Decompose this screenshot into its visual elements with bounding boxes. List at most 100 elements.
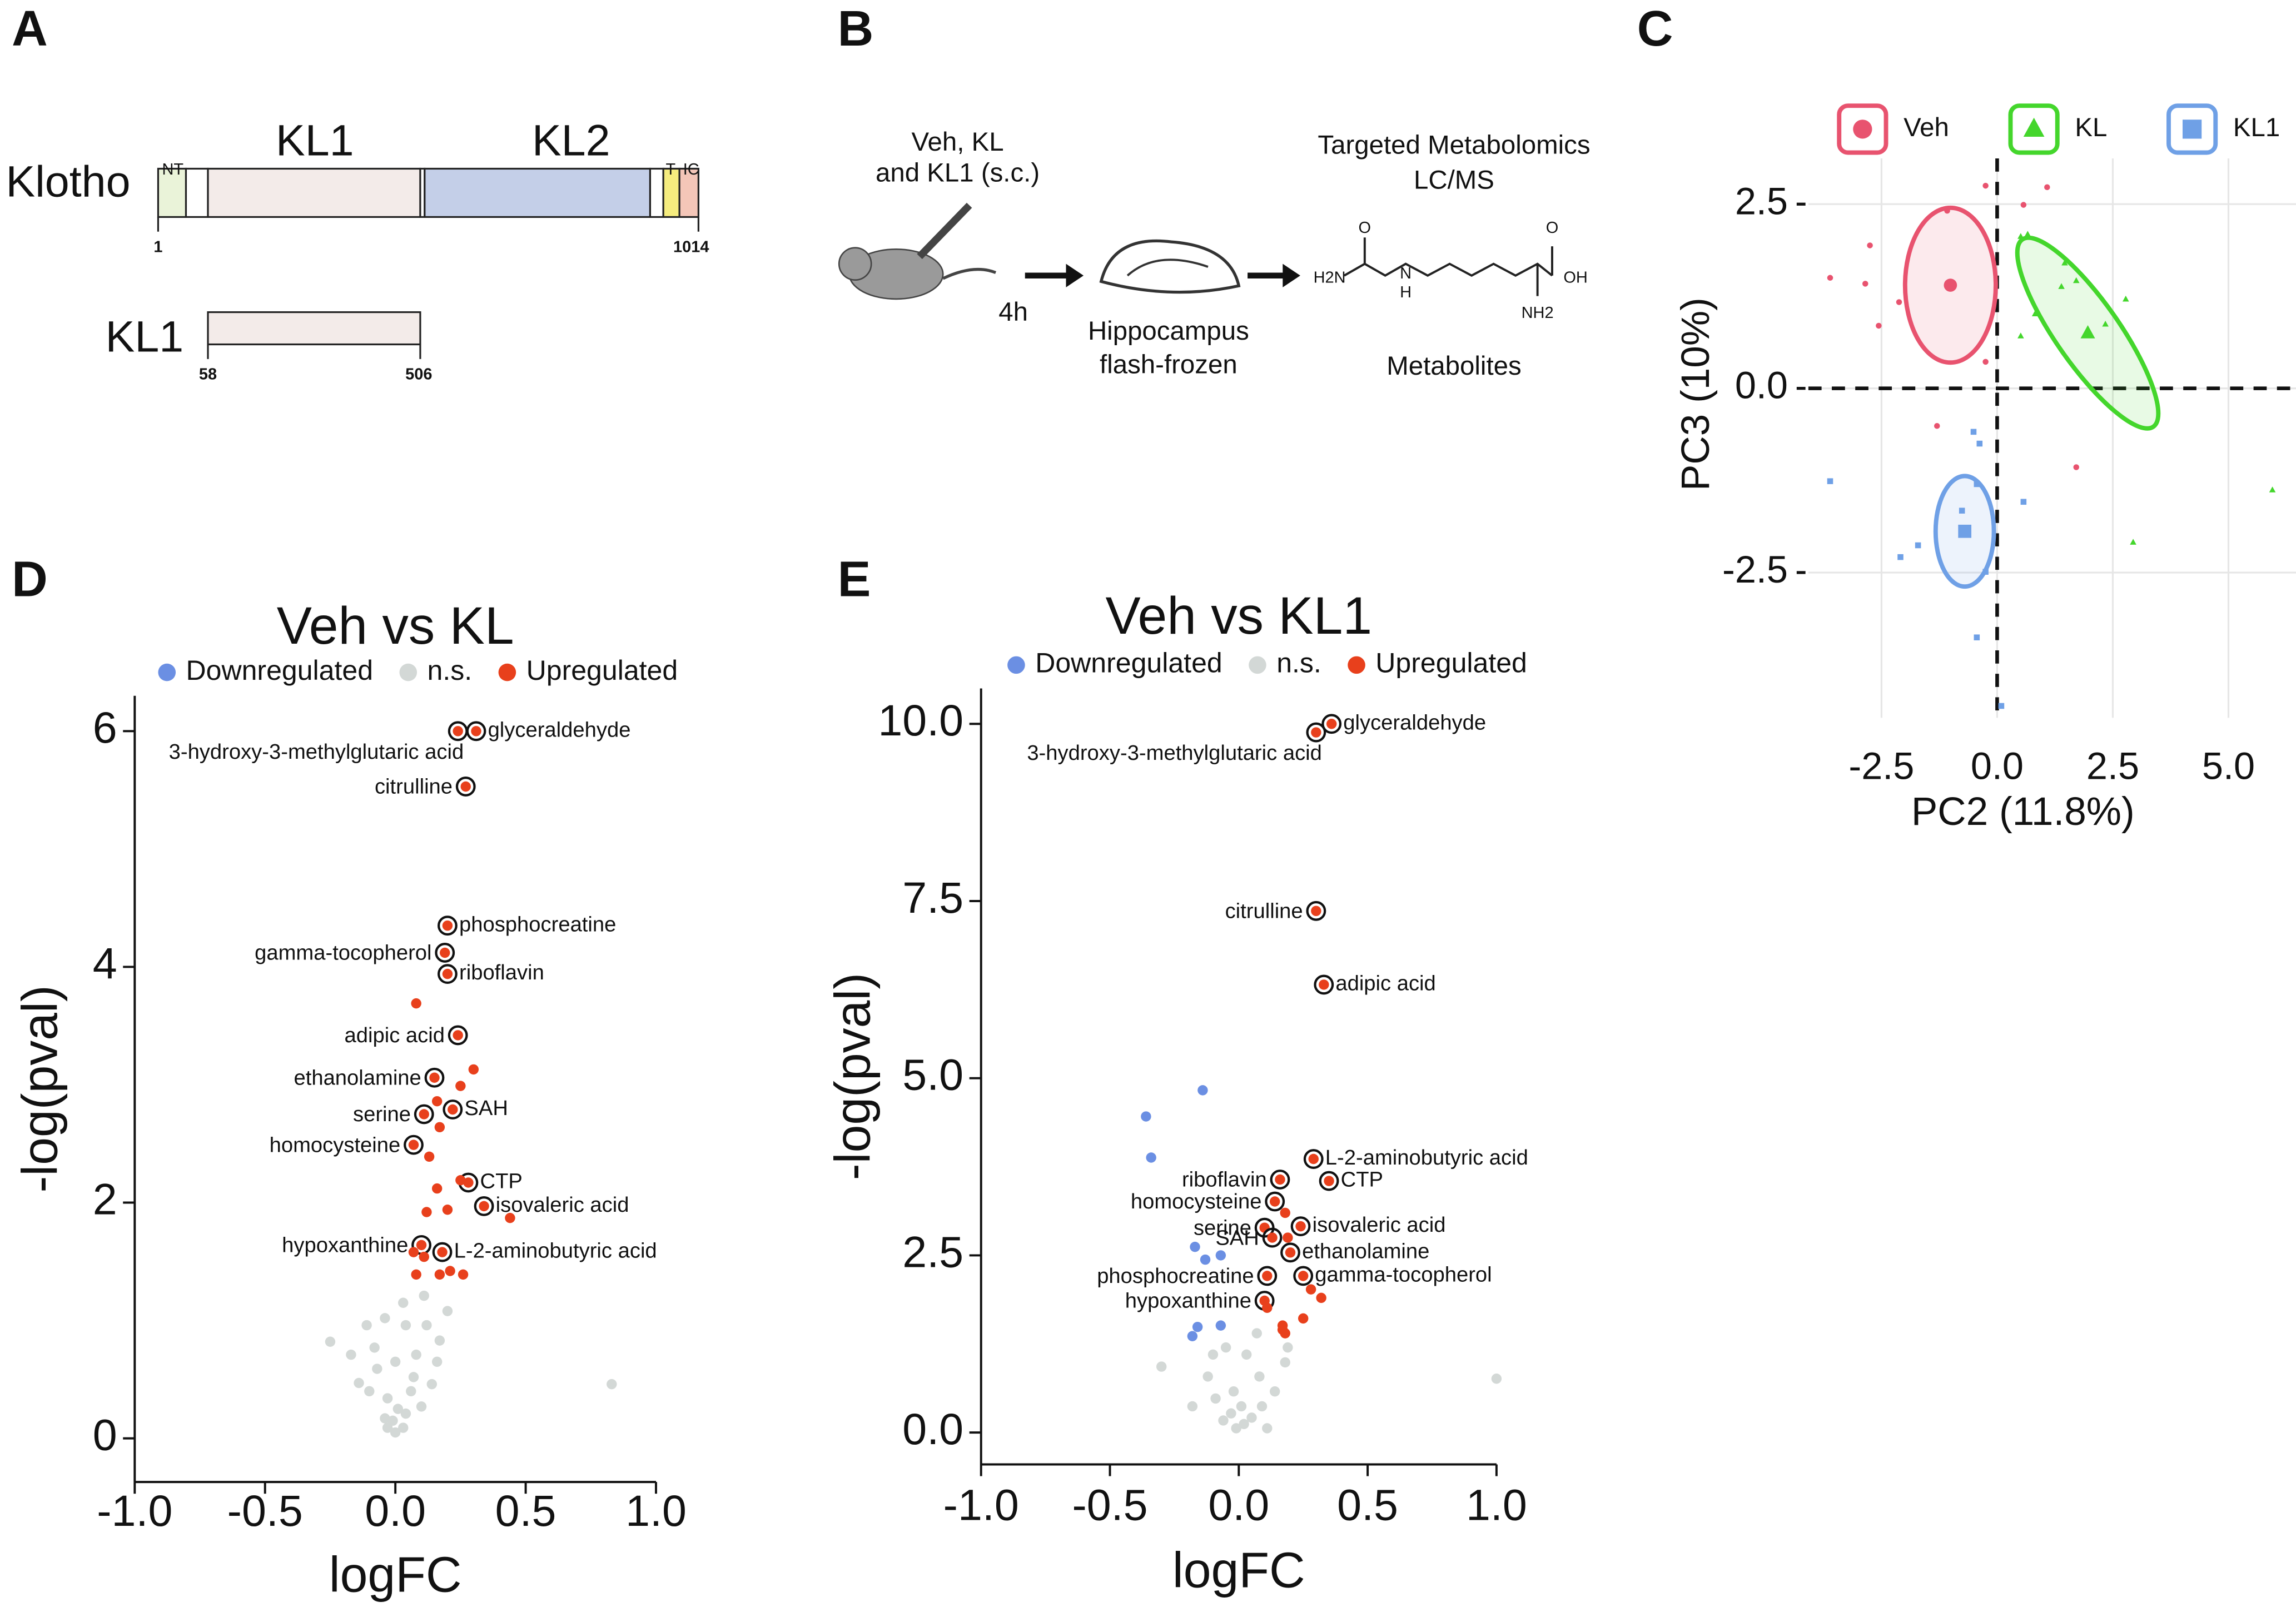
point xyxy=(1896,299,1902,305)
point xyxy=(2044,184,2050,191)
atom-label: H2N xyxy=(1314,269,1346,287)
legend-marker xyxy=(2023,117,2045,137)
point xyxy=(398,1297,409,1308)
chart-title: Veh vs KL xyxy=(277,596,514,655)
point xyxy=(479,1201,489,1212)
atom-label: H xyxy=(1400,283,1412,301)
legend-marker xyxy=(1853,120,1872,139)
legend-marker xyxy=(1348,656,1365,674)
point xyxy=(2020,499,2027,505)
point xyxy=(1280,1357,1290,1368)
y-axis-title: PC3 (10%) xyxy=(1674,297,1718,491)
point-label: phosphocreatine xyxy=(1097,1264,1254,1288)
point xyxy=(455,1081,466,1091)
label-ring xyxy=(448,1025,468,1046)
x-tick-label: -2.5 xyxy=(1848,744,1914,787)
domain-label: NT xyxy=(162,161,183,178)
legend-marker xyxy=(1249,656,1266,674)
point xyxy=(2269,486,2276,492)
segment xyxy=(649,167,664,218)
legend-marker xyxy=(498,663,516,681)
point xyxy=(1308,1153,1319,1165)
point xyxy=(2017,233,2024,239)
residue-label: 1 xyxy=(153,238,162,256)
centroid xyxy=(2080,325,2095,339)
point xyxy=(2017,332,2024,339)
point xyxy=(411,998,421,1009)
point xyxy=(437,1247,448,1257)
point xyxy=(1259,1222,1270,1233)
point xyxy=(453,726,463,737)
residue-label: 58 xyxy=(199,366,217,384)
point xyxy=(380,1413,390,1424)
label-ring xyxy=(438,964,458,984)
point xyxy=(1197,1085,1208,1096)
point-label: citrulline xyxy=(375,775,453,799)
point xyxy=(398,1422,409,1433)
point xyxy=(1239,1419,1249,1430)
label-ring xyxy=(1265,1191,1285,1212)
residue-label: 506 xyxy=(405,366,432,384)
legend-label: Veh xyxy=(1904,113,1949,142)
point-label: ethanolamine xyxy=(294,1066,421,1089)
panel-label: D xyxy=(12,551,48,607)
point xyxy=(442,1306,453,1316)
panel-label: C xyxy=(1637,1,1673,56)
point xyxy=(463,1177,474,1188)
legend-label: n.s. xyxy=(1276,648,1321,679)
legend-label: Downregulated xyxy=(1035,648,1222,679)
point xyxy=(440,947,450,958)
atom-label: O xyxy=(1359,219,1371,237)
point xyxy=(1974,481,1980,487)
domain-label: T xyxy=(665,161,675,178)
point xyxy=(1295,1221,1306,1232)
point xyxy=(1959,508,1965,514)
point xyxy=(2073,464,2079,470)
y-tick-label: 4 xyxy=(93,938,117,988)
tissue-label: Hippocampus xyxy=(1088,316,1249,346)
y-tick-label: 2.5 xyxy=(902,1227,963,1276)
mouse-tail xyxy=(942,267,997,280)
point xyxy=(1915,542,1921,549)
point xyxy=(364,1386,375,1397)
point xyxy=(1141,1111,1151,1122)
point xyxy=(442,920,453,931)
y-axis-title: -log(pval) xyxy=(825,973,881,1180)
domain-label: KL2 xyxy=(532,116,610,165)
molecule-icon xyxy=(1343,237,1553,296)
point xyxy=(431,1183,443,1194)
label-ring xyxy=(474,1196,494,1216)
point xyxy=(455,1175,466,1186)
label-ring xyxy=(1270,1170,1290,1190)
point-label: homocysteine xyxy=(270,1133,401,1157)
point xyxy=(453,1030,463,1041)
point xyxy=(1231,1423,1241,1434)
point xyxy=(421,1320,432,1331)
y-tick-label: -2.5 xyxy=(1722,548,1788,591)
segment xyxy=(678,167,699,218)
point-label: isovaleric acid xyxy=(496,1193,629,1217)
point xyxy=(421,1207,432,1217)
point-label: phosphocreatine xyxy=(459,912,616,936)
point xyxy=(419,1109,429,1120)
point xyxy=(408,1372,419,1382)
point xyxy=(390,1427,401,1438)
point xyxy=(1316,1292,1326,1303)
point xyxy=(400,1408,411,1419)
label-ring xyxy=(1280,1242,1300,1263)
label-ring xyxy=(1303,1149,1324,1169)
point xyxy=(1974,634,1980,640)
y-tick-label: 0 xyxy=(93,1410,117,1460)
point xyxy=(392,1404,404,1414)
x-tick-label: 1.0 xyxy=(1466,1480,1527,1529)
point-label: glyceraldehyde xyxy=(488,718,631,742)
point xyxy=(431,1356,443,1367)
point xyxy=(1200,1254,1211,1265)
point xyxy=(1982,569,1989,575)
point xyxy=(1283,1232,1293,1243)
label-ring xyxy=(414,1104,434,1125)
legend-label: Downregulated xyxy=(186,655,374,686)
point xyxy=(1311,905,1321,917)
point xyxy=(1827,478,1833,484)
point xyxy=(1236,1401,1247,1412)
